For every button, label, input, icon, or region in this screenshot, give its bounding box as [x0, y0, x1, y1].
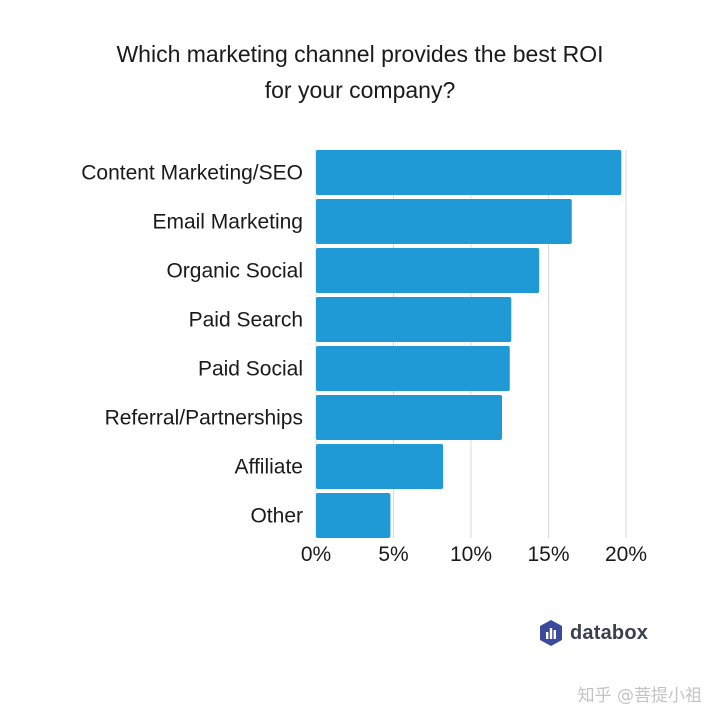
databox-brand: databox [538, 619, 648, 647]
category-label-2: Organic Social [166, 260, 303, 283]
bar-1 [316, 199, 572, 244]
bar-7 [316, 493, 391, 538]
bar-5 [316, 395, 502, 440]
databox-logo-icon [540, 620, 562, 646]
chart-title: Which marketing channel provides the bes… [60, 36, 660, 108]
bar-0 [316, 150, 622, 195]
category-label-0: Content Marketing/SEO [81, 162, 303, 185]
x-tick-label-1: 5% [378, 543, 408, 566]
chart-title-line-2: for your company? [264, 77, 456, 103]
zhihu-watermark: 知乎 @菩提小祖 [577, 686, 702, 706]
x-tick-label-4: 20% [605, 543, 647, 566]
x-tick-label-0: 0% [301, 543, 331, 566]
category-label-1: Email Marketing [152, 211, 303, 234]
bar-6 [316, 444, 444, 489]
category-label-3: Paid Search [189, 309, 303, 332]
bar-2 [316, 248, 540, 293]
chart-title-line-1: Which marketing channel provides the bes… [116, 41, 604, 67]
bar-3 [316, 297, 512, 342]
bar-4 [316, 346, 510, 391]
databox-brand-name: databox [570, 621, 649, 644]
category-label-5: Referral/Partnerships [105, 407, 303, 430]
x-tick-label-2: 10% [450, 543, 492, 566]
category-label-4: Paid Social [198, 358, 303, 381]
category-label-7: Other [250, 505, 303, 528]
category-label-6: Affiliate [235, 456, 304, 479]
x-tick-label-3: 15% [527, 543, 569, 566]
